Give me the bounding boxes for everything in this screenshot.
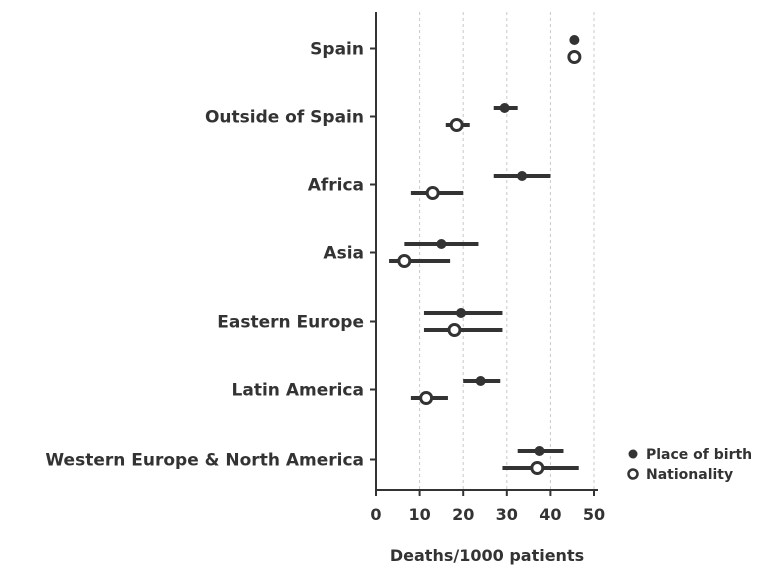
point-open-circle-4: [447, 323, 462, 337]
point-open-circle-1: [449, 118, 464, 132]
point-filled-circle-5: [475, 376, 486, 386]
legend-label-0: Place of birth: [646, 447, 752, 463]
category-labels: Spain Outside of Spain Africa Asia Eastern E…: [45, 40, 376, 471]
point-open-circle-3: [397, 254, 412, 268]
legend-marker-1: [627, 468, 639, 480]
category-label-0: Spain: [310, 40, 364, 60]
x-axis-ticks: 0 10 20 30 40 50: [370, 490, 605, 524]
category-label-4: Eastern Europe: [217, 313, 364, 333]
point-filled-circle-4: [456, 308, 467, 318]
point-open-circle-0: [567, 50, 582, 64]
grid-lines: [419, 12, 595, 490]
point-open-circle-5: [419, 391, 434, 405]
point-filled-circle-6: [534, 446, 545, 456]
legend-label-1: Nationality: [646, 467, 733, 483]
legend: Place of birth Nationality: [627, 447, 752, 483]
category-label-6: Western Europe & North America: [45, 451, 364, 471]
x-tick-label-30: 30: [496, 505, 518, 524]
category-label-1: Outside of Spain: [205, 108, 364, 128]
x-tick-label-20: 20: [452, 505, 474, 524]
category-label-3: Asia: [323, 244, 364, 264]
x-tick-label-50: 50: [583, 505, 605, 524]
point-open-circle-6: [530, 461, 545, 475]
point-open-circle-2: [425, 186, 440, 200]
point-filled-circle-2: [517, 171, 528, 181]
x-tick-label-10: 10: [408, 505, 430, 524]
point-filled-circle-1: [499, 103, 510, 113]
x-tick-label-0: 0: [370, 505, 381, 524]
data-marks: [389, 35, 582, 475]
x-tick-label-40: 40: [539, 505, 561, 524]
category-label-5: Latin America: [232, 381, 364, 401]
category-label-2: Africa: [308, 176, 364, 196]
legend-marker-0: [628, 449, 638, 459]
point-filled-circle-0: [569, 35, 580, 45]
point-filled-circle-3: [436, 239, 447, 249]
axes: [375, 12, 598, 491]
x-axis-title: Deaths/1000 patients: [390, 546, 584, 565]
